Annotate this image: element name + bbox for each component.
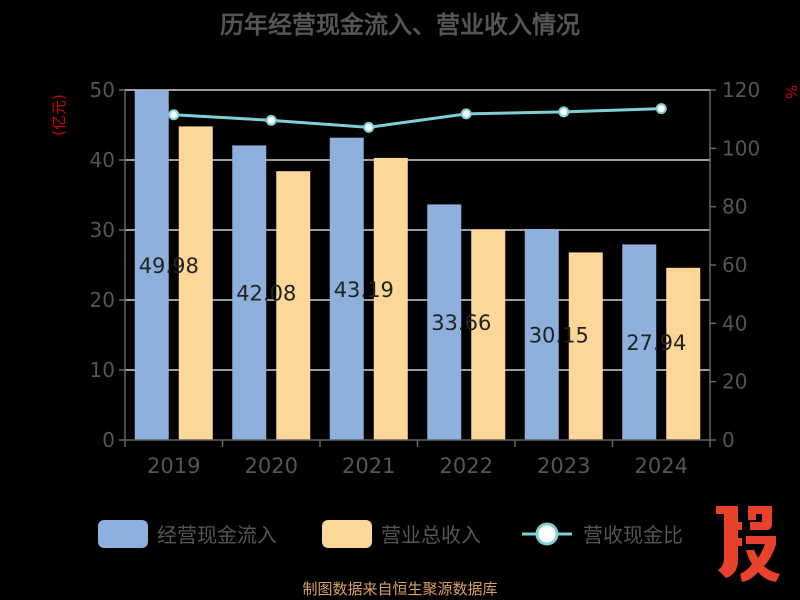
right-tick-label: 80 xyxy=(722,195,747,219)
source-note: 制图数据来自恒生聚源数据库 xyxy=(302,580,497,598)
data-label-cash-inflow-2021: 43.19 xyxy=(334,278,394,302)
x-axis-ticks: 2019 2020 2021 2022 2023 2024 xyxy=(124,440,711,478)
data-label-cash-inflow-2022: 33.66 xyxy=(431,311,491,335)
bar-revenue-2023 xyxy=(568,252,603,440)
left-tick-label: 20 xyxy=(90,288,115,312)
bar-revenue-2024 xyxy=(666,267,701,440)
bar-cash-inflow-2024 xyxy=(622,244,657,440)
left-tick-label: 30 xyxy=(90,218,115,242)
left-tick-label: 50 xyxy=(90,78,115,102)
left-tick-label: 10 xyxy=(90,358,115,382)
right-tick-label: 40 xyxy=(722,311,747,335)
bar-revenue-2019 xyxy=(178,126,213,441)
right-axis-label: % xyxy=(782,85,800,99)
watermark-logo xyxy=(716,506,780,582)
x-tick-label: 2023 xyxy=(537,454,590,478)
right-tick-label: 100 xyxy=(722,136,760,160)
ratio-line-path xyxy=(173,107,662,129)
bar-revenue-2022 xyxy=(471,229,506,440)
ratio-point-2023 xyxy=(558,106,570,118)
ratio-line xyxy=(168,103,667,133)
left-tick-label: 40 xyxy=(90,148,115,172)
bar-cash-inflow-2022 xyxy=(427,204,462,440)
x-tick-label: 2024 xyxy=(635,454,688,478)
legend-label-ratio: 营收现金比 xyxy=(583,523,683,547)
legend-swatch-cash-inflow xyxy=(98,520,148,548)
legend-item-cash-inflow[interactable]: 经营现金流入 xyxy=(98,520,277,548)
ratio-point-2021 xyxy=(363,121,375,133)
ratio-point-2024 xyxy=(655,103,667,115)
right-axis-ticks: 0 20 40 60 80 100 120 xyxy=(710,78,760,452)
data-label-cash-inflow-2023: 30.15 xyxy=(529,323,589,347)
data-label-cash-inflow-2019: 49.98 xyxy=(139,254,199,278)
x-tick-label: 2021 xyxy=(342,454,395,478)
x-tick-label: 2022 xyxy=(440,454,493,478)
left-axis-ticks: 0 10 20 30 40 50 xyxy=(90,78,125,452)
left-tick-label: 0 xyxy=(102,428,115,452)
ratio-point-2019 xyxy=(168,109,180,121)
legend-label-revenue: 营业总收入 xyxy=(381,523,481,547)
bar-cash-inflow-2021 xyxy=(329,137,364,441)
legend-item-revenue[interactable]: 营业总收入 xyxy=(322,520,481,548)
data-label-cash-inflow-2024: 27.94 xyxy=(626,331,686,355)
right-tick-label: 20 xyxy=(722,370,747,394)
bar-cash-inflow-2023 xyxy=(524,228,559,440)
x-tick-label: 2020 xyxy=(245,454,298,478)
data-labels: 49.98 42.08 43.19 33.66 30.15 27.94 xyxy=(139,254,687,355)
bar-revenue-2020 xyxy=(276,171,311,440)
bar-revenue-2021 xyxy=(373,157,408,440)
legend-item-ratio[interactable]: 营收现金比 xyxy=(522,522,683,547)
legend: 经营现金流入 营业总收入 营收现金比 xyxy=(98,520,683,548)
chart-title: 历年经营现金流入、营业收入情况 xyxy=(220,11,580,39)
x-tick-label: 2019 xyxy=(147,454,200,478)
ratio-point-2022 xyxy=(460,108,472,120)
legend-label-cash-inflow: 经营现金流入 xyxy=(157,523,277,547)
data-label-cash-inflow-2020: 42.08 xyxy=(236,282,296,306)
grid-lines xyxy=(125,89,710,371)
legend-swatch-ratio-marker xyxy=(535,522,559,546)
ratio-point-2020 xyxy=(265,114,277,126)
bar-cash-inflow-2020 xyxy=(232,145,267,440)
left-axis-label: (亿元) xyxy=(50,94,68,136)
right-tick-label: 60 xyxy=(722,253,747,277)
right-tick-label: 120 xyxy=(722,78,760,102)
legend-swatch-revenue xyxy=(322,520,372,548)
bars xyxy=(134,90,701,441)
right-tick-label: 0 xyxy=(722,428,735,452)
bar-cash-inflow-2019 xyxy=(134,90,169,440)
